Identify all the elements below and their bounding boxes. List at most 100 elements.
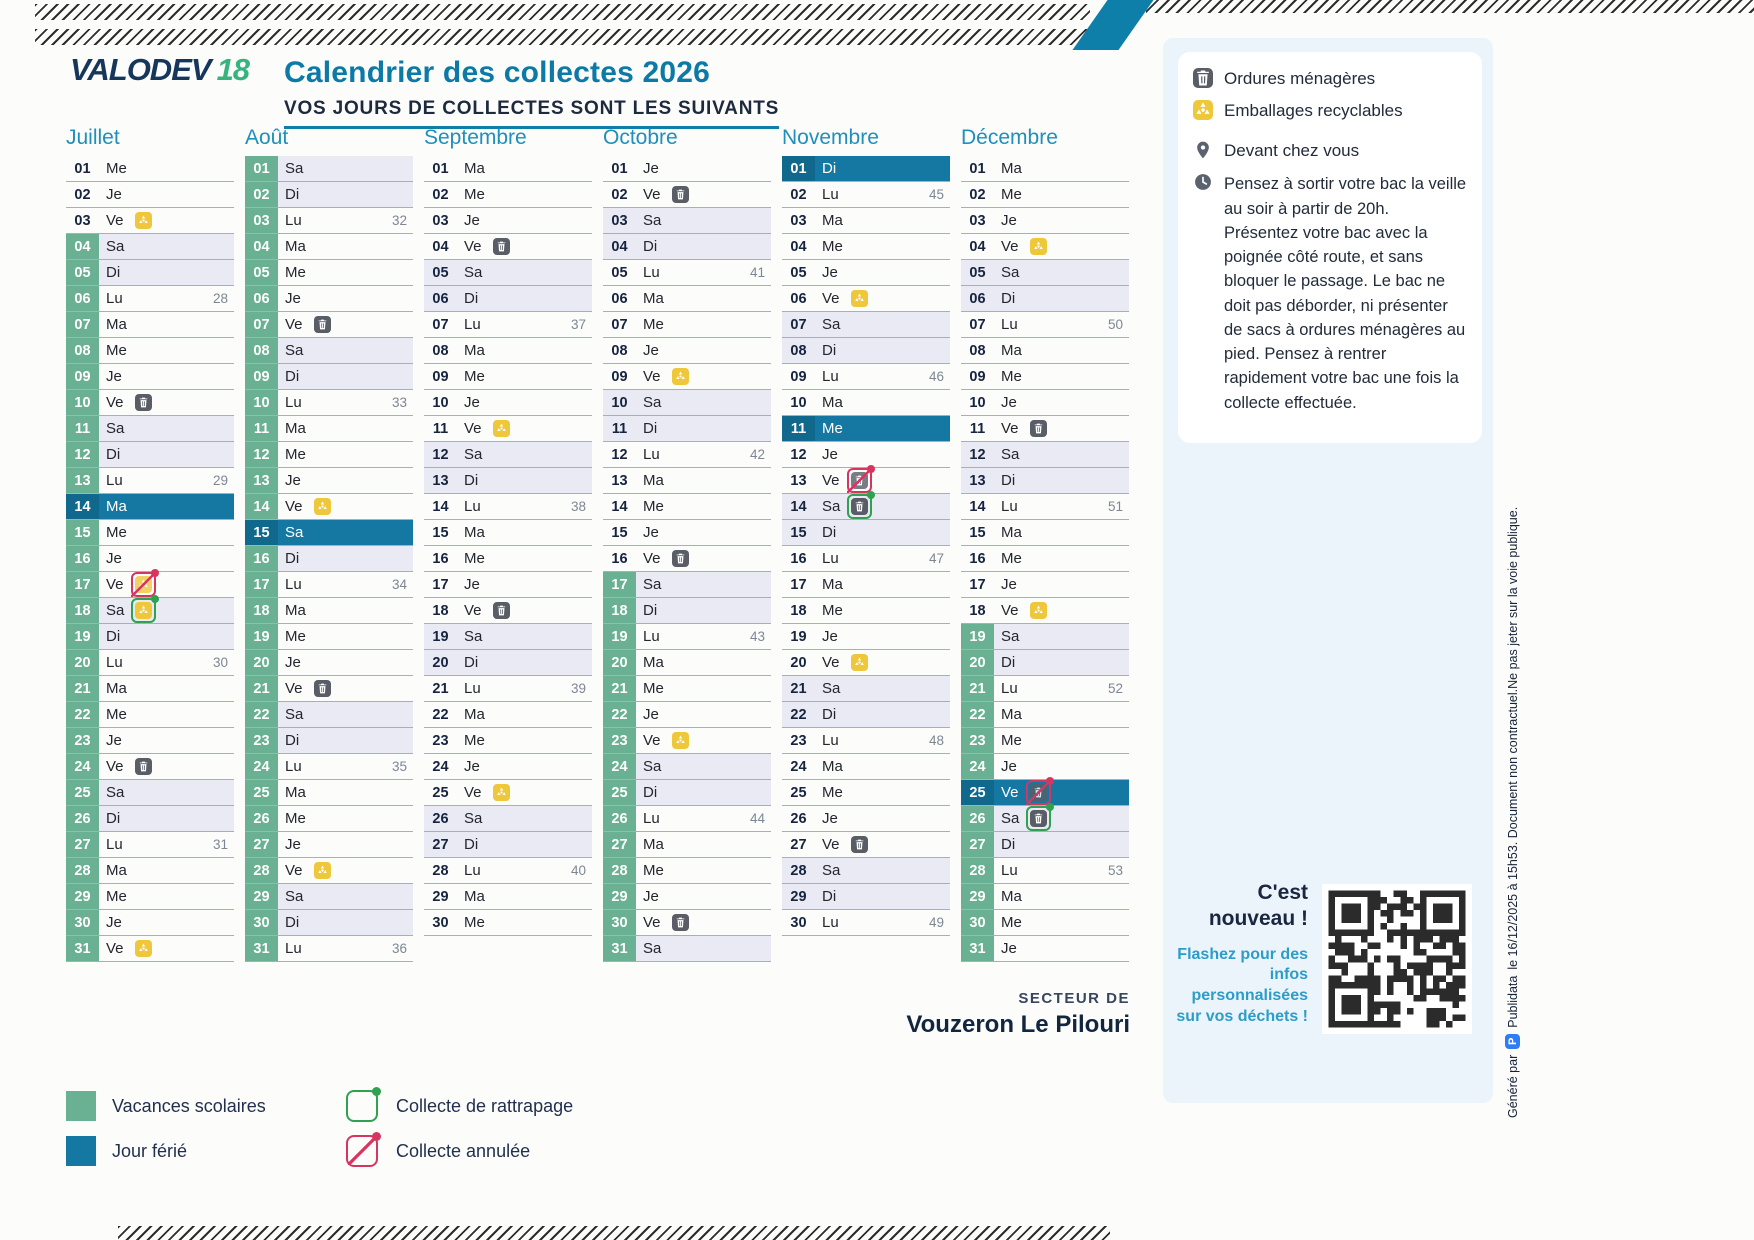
week-number: 39: [570, 681, 586, 696]
day-row: 06 Ve: [782, 286, 950, 312]
legend-annulee: Collecte annulée: [346, 1132, 706, 1167]
day-number: 18: [66, 598, 99, 623]
legend-vacances: Vacances scolaires: [66, 1090, 346, 1122]
day-weekday: Me: [285, 446, 306, 463]
week-number: 53: [1107, 863, 1123, 878]
trash-icon: [851, 472, 868, 489]
recycling-icon: [851, 654, 868, 671]
day-weekday: Je: [822, 810, 838, 827]
trash-icon: [314, 680, 331, 697]
day-number: 24: [245, 754, 278, 779]
month-column: Décembre 01 Ma 02 Me 03 Je 04 Ve 05 Sa 06 Di 07 Lu 50 08…: [961, 126, 1140, 962]
day-number: 27: [66, 832, 99, 857]
day-number: 15: [611, 524, 628, 541]
day-number: 16: [790, 550, 807, 567]
day-number: 05: [790, 264, 807, 281]
day-row: 03 Je: [961, 208, 1129, 234]
day-number: 19: [961, 624, 994, 649]
trash-icon: [672, 550, 689, 567]
day-row: 19 Je: [782, 624, 950, 650]
day-weekday: Sa: [464, 628, 483, 645]
day-weekday: Di: [822, 888, 837, 905]
day-number: 31: [66, 936, 99, 961]
day-weekday: Ve: [464, 602, 482, 619]
day-number: 14: [969, 498, 986, 515]
day-weekday: Sa: [285, 888, 304, 905]
trash-icon: [135, 758, 152, 775]
day-number: 18: [245, 598, 278, 623]
trash-icon: [493, 602, 510, 619]
day-number: 18: [969, 602, 986, 619]
day-number: 16: [969, 550, 986, 567]
day-weekday: Sa: [822, 498, 841, 515]
day-number: 05: [969, 264, 986, 281]
day-row: 20 Di: [961, 650, 1129, 676]
day-row: 10 Je: [961, 390, 1129, 416]
day-number: 21: [790, 680, 807, 697]
day-weekday: Di: [1001, 654, 1016, 671]
day-weekday: Ma: [643, 836, 664, 853]
day-row: 24 Je: [961, 754, 1129, 780]
week-number: 40: [570, 863, 586, 878]
day-number: 10: [66, 390, 99, 415]
day-row: 21 Ve: [245, 676, 413, 702]
day-row: 03 Lu 32: [245, 208, 413, 234]
recycling-icon: [135, 212, 152, 229]
day-weekday: Je: [106, 914, 122, 931]
day-number: 04: [611, 238, 628, 255]
day-weekday: Lu: [464, 862, 481, 879]
day-number: 18: [603, 598, 636, 623]
week-number: 33: [391, 395, 407, 410]
day-number: 14: [245, 494, 278, 519]
day-row: 27 Ve: [782, 832, 950, 858]
day-weekday: Ve: [464, 238, 482, 255]
day-number: 11: [969, 420, 986, 437]
day-weekday: Di: [1001, 290, 1016, 307]
day-number: 27: [432, 836, 449, 853]
day-weekday: Sa: [822, 862, 841, 879]
day-number: 10: [969, 394, 986, 411]
day-row: 06 Di: [424, 286, 592, 312]
day-row: 16 Me: [424, 546, 592, 572]
day-weekday: Ve: [106, 212, 124, 229]
day-weekday: Ma: [106, 498, 127, 515]
day-weekday: Lu: [464, 498, 481, 515]
legend-label: Emballages recyclables: [1224, 101, 1403, 121]
day-number: 03: [611, 212, 628, 229]
day-weekday: Ve: [1001, 238, 1019, 255]
day-row: 24 Je: [424, 754, 592, 780]
day-number: 03: [790, 212, 807, 229]
day-number: 28: [245, 858, 278, 883]
day-row: 28 Ma: [66, 858, 234, 884]
legend-ferie: Jour férié: [66, 1135, 346, 1167]
day-number: 28: [961, 858, 994, 883]
logo-text: VALODEV: [70, 52, 212, 87]
day-row: 29 Sa: [245, 884, 413, 910]
day-number: 21: [603, 676, 636, 701]
sector-name: Vouzeron Le Pilouri: [906, 1011, 1130, 1038]
day-weekday: Me: [106, 706, 127, 723]
day-number: 01: [611, 160, 628, 177]
day-weekday: Sa: [464, 810, 483, 827]
day-weekday: Di: [106, 628, 121, 645]
day-row: 10 Lu 33: [245, 390, 413, 416]
day-row: 07 Lu 50: [961, 312, 1129, 338]
day-row: 10 Je: [424, 390, 592, 416]
recycling-icon: [672, 368, 689, 385]
day-number: 29: [790, 888, 807, 905]
day-row: 02 Di: [245, 182, 413, 208]
day-weekday: Sa: [643, 758, 662, 775]
day-number: 04: [432, 238, 449, 255]
day-row: 31 Sa: [603, 936, 771, 962]
day-weekday: Je: [464, 394, 480, 411]
recycling-icon-rattrapage: [131, 595, 159, 623]
day-row: 13 Di: [961, 468, 1129, 494]
day-row: 22 Ma: [424, 702, 592, 728]
day-row: 26 Lu 44: [603, 806, 771, 832]
week-number: 52: [1107, 681, 1123, 696]
month-column: Octobre 01 Je 02 Ve 03 Sa 04 Di 05 Lu 41 06 Ma 07 Me 08 J…: [603, 126, 782, 962]
day-row: 16 Me: [961, 546, 1129, 572]
recycling-icon: [1030, 602, 1047, 619]
day-weekday: Ma: [822, 576, 843, 593]
day-weekday: Lu: [285, 576, 302, 593]
